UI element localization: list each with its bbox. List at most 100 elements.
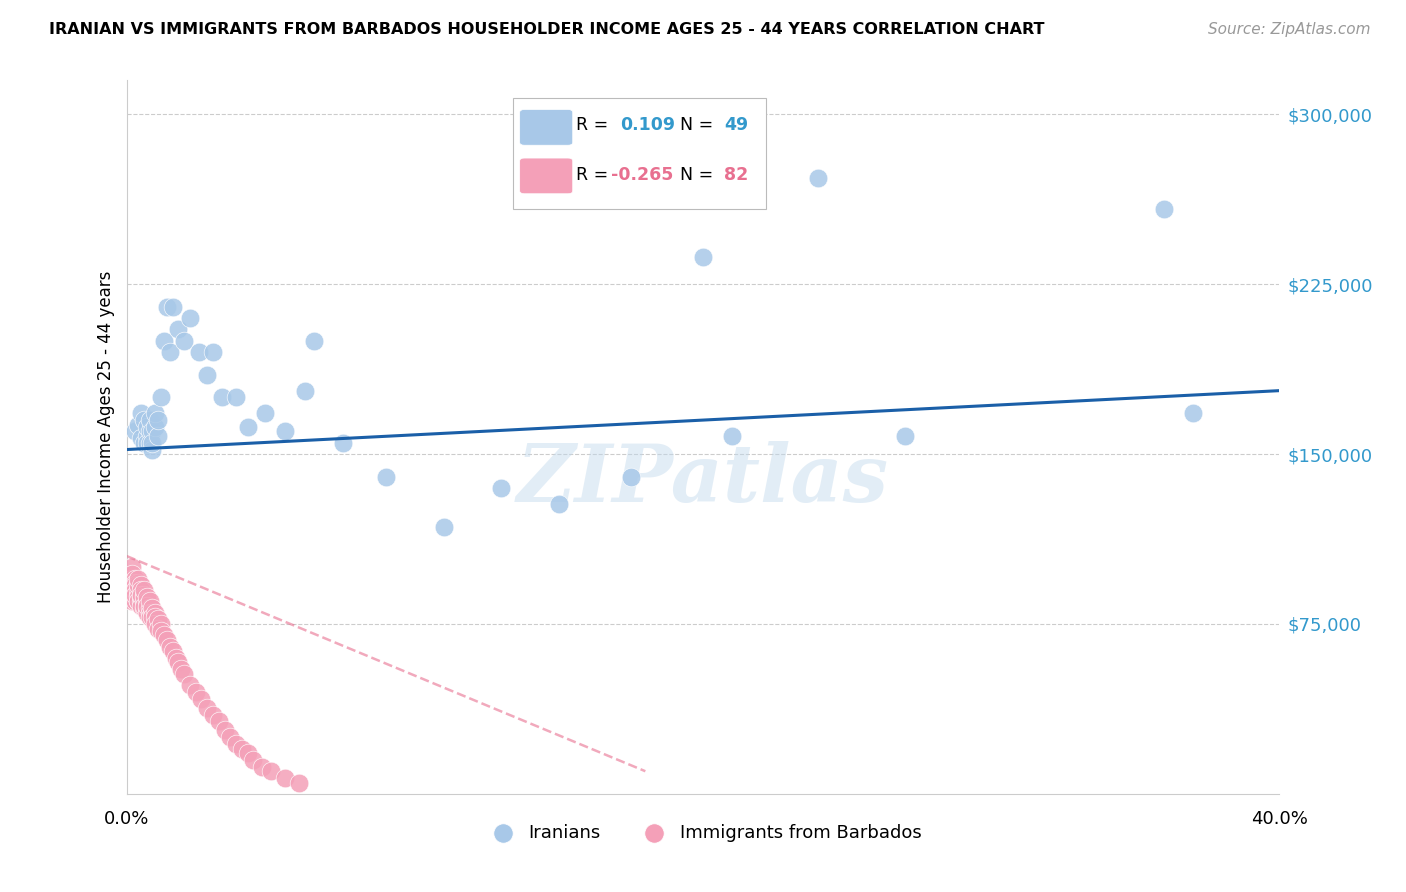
Point	[141, 601, 163, 615]
Point	[1153, 202, 1175, 217]
Point	[225, 391, 247, 405]
Point	[302, 334, 325, 348]
Point	[135, 594, 157, 608]
Text: R =: R =	[576, 166, 609, 184]
Point	[129, 578, 152, 592]
Point	[195, 368, 218, 382]
Point	[138, 425, 160, 439]
Text: -0.265: -0.265	[610, 166, 673, 184]
Point	[129, 588, 152, 602]
Point	[129, 590, 152, 604]
Point	[124, 590, 146, 604]
Point	[165, 651, 187, 665]
Point	[132, 588, 155, 602]
Text: N =: N =	[681, 116, 713, 134]
Point	[138, 435, 160, 450]
Point	[132, 594, 155, 608]
Point	[162, 644, 184, 658]
Point	[288, 775, 311, 789]
Point	[129, 431, 152, 445]
Point	[332, 435, 354, 450]
Point	[242, 753, 264, 767]
Text: IRANIAN VS IMMIGRANTS FROM BARBADOS HOUSEHOLDER INCOME AGES 25 - 44 YEARS CORREL: IRANIAN VS IMMIGRANTS FROM BARBADOS HOUS…	[49, 22, 1045, 37]
Point	[692, 250, 714, 264]
Point	[138, 594, 160, 608]
Point	[894, 429, 917, 443]
Point	[153, 334, 176, 348]
Point	[202, 345, 225, 359]
Point	[121, 572, 143, 586]
Point	[620, 469, 643, 483]
Point	[124, 588, 146, 602]
Point	[211, 391, 233, 405]
Point	[129, 582, 152, 597]
Point	[274, 425, 297, 439]
Point	[141, 442, 163, 457]
Point	[159, 345, 181, 359]
Point	[148, 612, 170, 626]
Point	[135, 601, 157, 615]
Point	[491, 481, 513, 495]
Point	[127, 576, 149, 591]
Point	[162, 300, 184, 314]
Point	[179, 311, 201, 326]
Point	[148, 622, 170, 636]
Point	[124, 576, 146, 591]
Text: 82: 82	[724, 166, 748, 184]
Point	[214, 723, 236, 738]
Point	[121, 578, 143, 592]
Point	[127, 594, 149, 608]
Point	[127, 417, 149, 432]
Point	[145, 606, 166, 620]
Point	[173, 334, 195, 348]
Point	[127, 572, 149, 586]
Point	[129, 594, 152, 608]
Legend: Iranians, Immigrants from Barbados: Iranians, Immigrants from Barbados	[478, 817, 928, 849]
Point	[159, 640, 181, 654]
Point	[129, 406, 152, 420]
FancyBboxPatch shape	[520, 158, 572, 194]
Point	[150, 391, 173, 405]
Point	[135, 420, 157, 434]
Point	[253, 406, 276, 420]
Point	[118, 582, 141, 597]
Point	[195, 700, 218, 714]
Point	[148, 413, 170, 427]
Point	[132, 599, 155, 613]
Point	[156, 300, 179, 314]
Text: R =: R =	[576, 116, 609, 134]
Point	[219, 731, 242, 745]
Point	[124, 572, 146, 586]
Text: Source: ZipAtlas.com: Source: ZipAtlas.com	[1208, 22, 1371, 37]
Point	[135, 435, 157, 450]
Point	[231, 741, 253, 756]
Point	[173, 666, 195, 681]
Point	[138, 606, 160, 620]
Point	[135, 606, 157, 620]
Point	[121, 594, 143, 608]
Point	[135, 429, 157, 443]
Point	[124, 594, 146, 608]
Point	[202, 707, 225, 722]
Point	[150, 624, 173, 638]
Point	[184, 685, 207, 699]
Point	[124, 582, 146, 597]
Point	[294, 384, 316, 398]
Point	[156, 632, 179, 647]
Point	[138, 413, 160, 427]
Point	[167, 322, 190, 336]
Point	[807, 170, 830, 185]
Point	[374, 469, 398, 483]
Point	[124, 588, 146, 602]
Point	[129, 588, 152, 602]
Point	[132, 590, 155, 604]
Point	[124, 425, 146, 439]
Point	[132, 601, 155, 615]
Y-axis label: Householder Income Ages 25 - 44 years: Householder Income Ages 25 - 44 years	[97, 271, 115, 603]
Point	[145, 610, 166, 624]
Point	[548, 497, 571, 511]
Point	[148, 429, 170, 443]
Point	[135, 590, 157, 604]
Point	[127, 582, 149, 597]
Point	[720, 429, 742, 443]
